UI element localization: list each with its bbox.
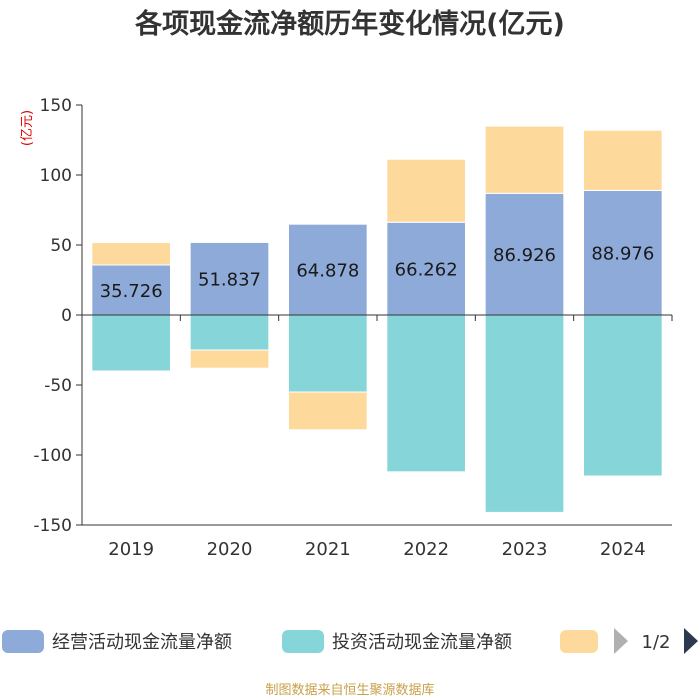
x-tick-label-2020: 2020: [207, 539, 253, 560]
legend-swatch-investing: [282, 630, 324, 653]
legend-swatch-operating: [2, 630, 44, 653]
data-labels: 35.726 51.837 64.878 66.262 86.926 88.976: [100, 244, 655, 302]
bar-series0-2021[interactable]: [288, 223, 368, 316]
bar-series2-2023[interactable]: [484, 125, 565, 194]
data-label-2021: 64.878: [296, 261, 359, 282]
data-label-2022: 66.262: [395, 260, 458, 281]
chart-title: 各项现金流净额历年变化情况(亿元): [134, 8, 565, 40]
y-tick-label: 100: [40, 166, 72, 186]
bar-series2-2019[interactable]: [91, 242, 171, 266]
x-tick-label-2021: 2021: [305, 539, 351, 560]
y-tick-label: -100: [33, 446, 72, 466]
axes-layer: [81, 105, 673, 526]
y-tick-label: 0: [61, 306, 72, 326]
legend-label-operating: 经营活动现金流量净额: [52, 632, 232, 653]
x-tick-label-2019: 2019: [108, 539, 154, 560]
bar-series2-2020[interactable]: [189, 349, 270, 369]
bar-series1-2020[interactable]: [189, 314, 270, 351]
legend-page-indicator: 1/2: [642, 632, 671, 653]
data-source-note: 制图数据来自恒生聚源数据库: [265, 682, 434, 698]
data-label-2023: 86.926: [493, 245, 556, 266]
bar-series1-2024[interactable]: [583, 314, 663, 477]
bar-series1-2019[interactable]: [91, 314, 171, 372]
bar-series0-2024[interactable]: [583, 189, 663, 316]
bar-series2-2022[interactable]: [386, 158, 467, 223]
x-axis-ticks: 2019 2020 2021 2022 2023 2024: [108, 539, 645, 560]
bar-series1-2022[interactable]: [386, 314, 467, 473]
x-tick-label-2023: 2023: [502, 539, 548, 560]
x-tick-label-2022: 2022: [403, 539, 449, 560]
legend-item-operating[interactable]: 经营活动现金流量净额: [2, 630, 232, 653]
data-label-2019: 35.726: [100, 281, 163, 302]
y-tick-label: 150: [40, 96, 72, 116]
bar-series1-2021[interactable]: [288, 314, 368, 393]
y-tick-label: -50: [44, 376, 72, 396]
y-tick-label: -150: [33, 516, 72, 536]
bar-series0-2022[interactable]: [386, 221, 467, 316]
y-tick-label: 50: [50, 236, 72, 256]
data-label-2024: 88.976: [591, 244, 654, 265]
y-axis-ticks: -150 -100 -50 0 50 100 150: [33, 96, 82, 536]
x-tick-label-2024: 2024: [600, 539, 646, 560]
bar-series2-2021[interactable]: [288, 391, 368, 431]
legend-swatch-financing: [560, 630, 598, 653]
legend-prev-page-icon[interactable]: [614, 628, 628, 654]
legend-item-investing[interactable]: 投资活动现金流量净额: [282, 630, 512, 653]
legend-label-investing: 投资活动现金流量净额: [332, 632, 512, 653]
bar-series2-2024[interactable]: [583, 129, 663, 191]
y-axis-unit-label: (亿元): [20, 110, 35, 146]
bar-series1-2023[interactable]: [484, 314, 565, 513]
legend-next-page-icon[interactable]: [684, 628, 698, 654]
data-label-2020: 51.837: [198, 270, 261, 291]
legend: 经营活动现金流量净额 投资活动现金流量净额 1/2: [2, 628, 698, 654]
legend-item-financing[interactable]: [560, 630, 598, 653]
